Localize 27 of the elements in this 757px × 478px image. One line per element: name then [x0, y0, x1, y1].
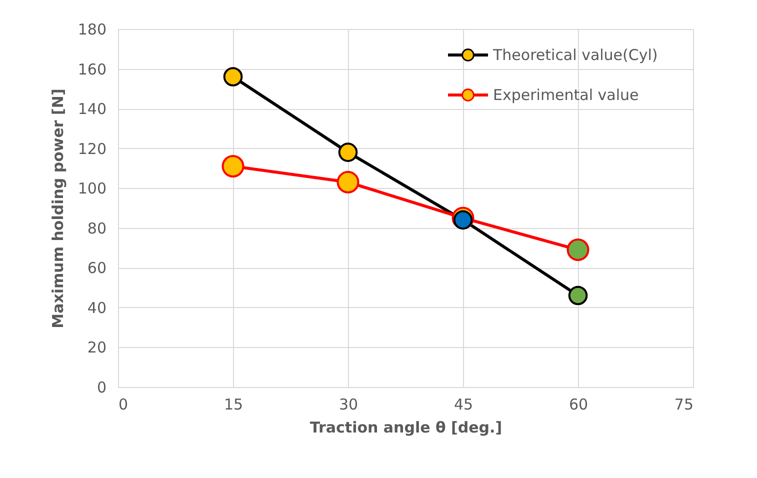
- x-tick-label: 0: [118, 396, 128, 414]
- x-tick-label: 45: [454, 396, 474, 414]
- y-tick-label: 140: [78, 100, 106, 118]
- x-axis-title: Traction angle θ [deg.]: [310, 418, 502, 436]
- x-tick-label: 60: [568, 396, 588, 414]
- legend-label: Theoretical value(Cyl): [492, 46, 658, 64]
- legend-label: Experimental value: [493, 86, 639, 104]
- point: [336, 170, 360, 194]
- point: [222, 155, 244, 178]
- y-tick-label: 60: [87, 259, 106, 278]
- point: [566, 238, 590, 261]
- y-tick-label: 100: [78, 180, 106, 198]
- point: [338, 142, 358, 162]
- x-tick-label: 75: [674, 396, 694, 414]
- y-tick-label: 0: [96, 378, 106, 396]
- point: [568, 286, 588, 306]
- y-tick-label: 120: [78, 140, 106, 158]
- y-tick-label: 40: [87, 298, 106, 317]
- y-tick-label: 80: [87, 219, 106, 238]
- point: [453, 210, 473, 230]
- y-tick-label: 180: [78, 20, 106, 38]
- point: [223, 67, 243, 86]
- y-tick-label: 160: [78, 60, 106, 78]
- y-axis-title: Maximum holding power [N]: [48, 88, 67, 328]
- x-tick-label: 30: [338, 396, 358, 414]
- x-tick-label: 15: [224, 396, 244, 414]
- y-tick-label: 20: [87, 338, 106, 357]
